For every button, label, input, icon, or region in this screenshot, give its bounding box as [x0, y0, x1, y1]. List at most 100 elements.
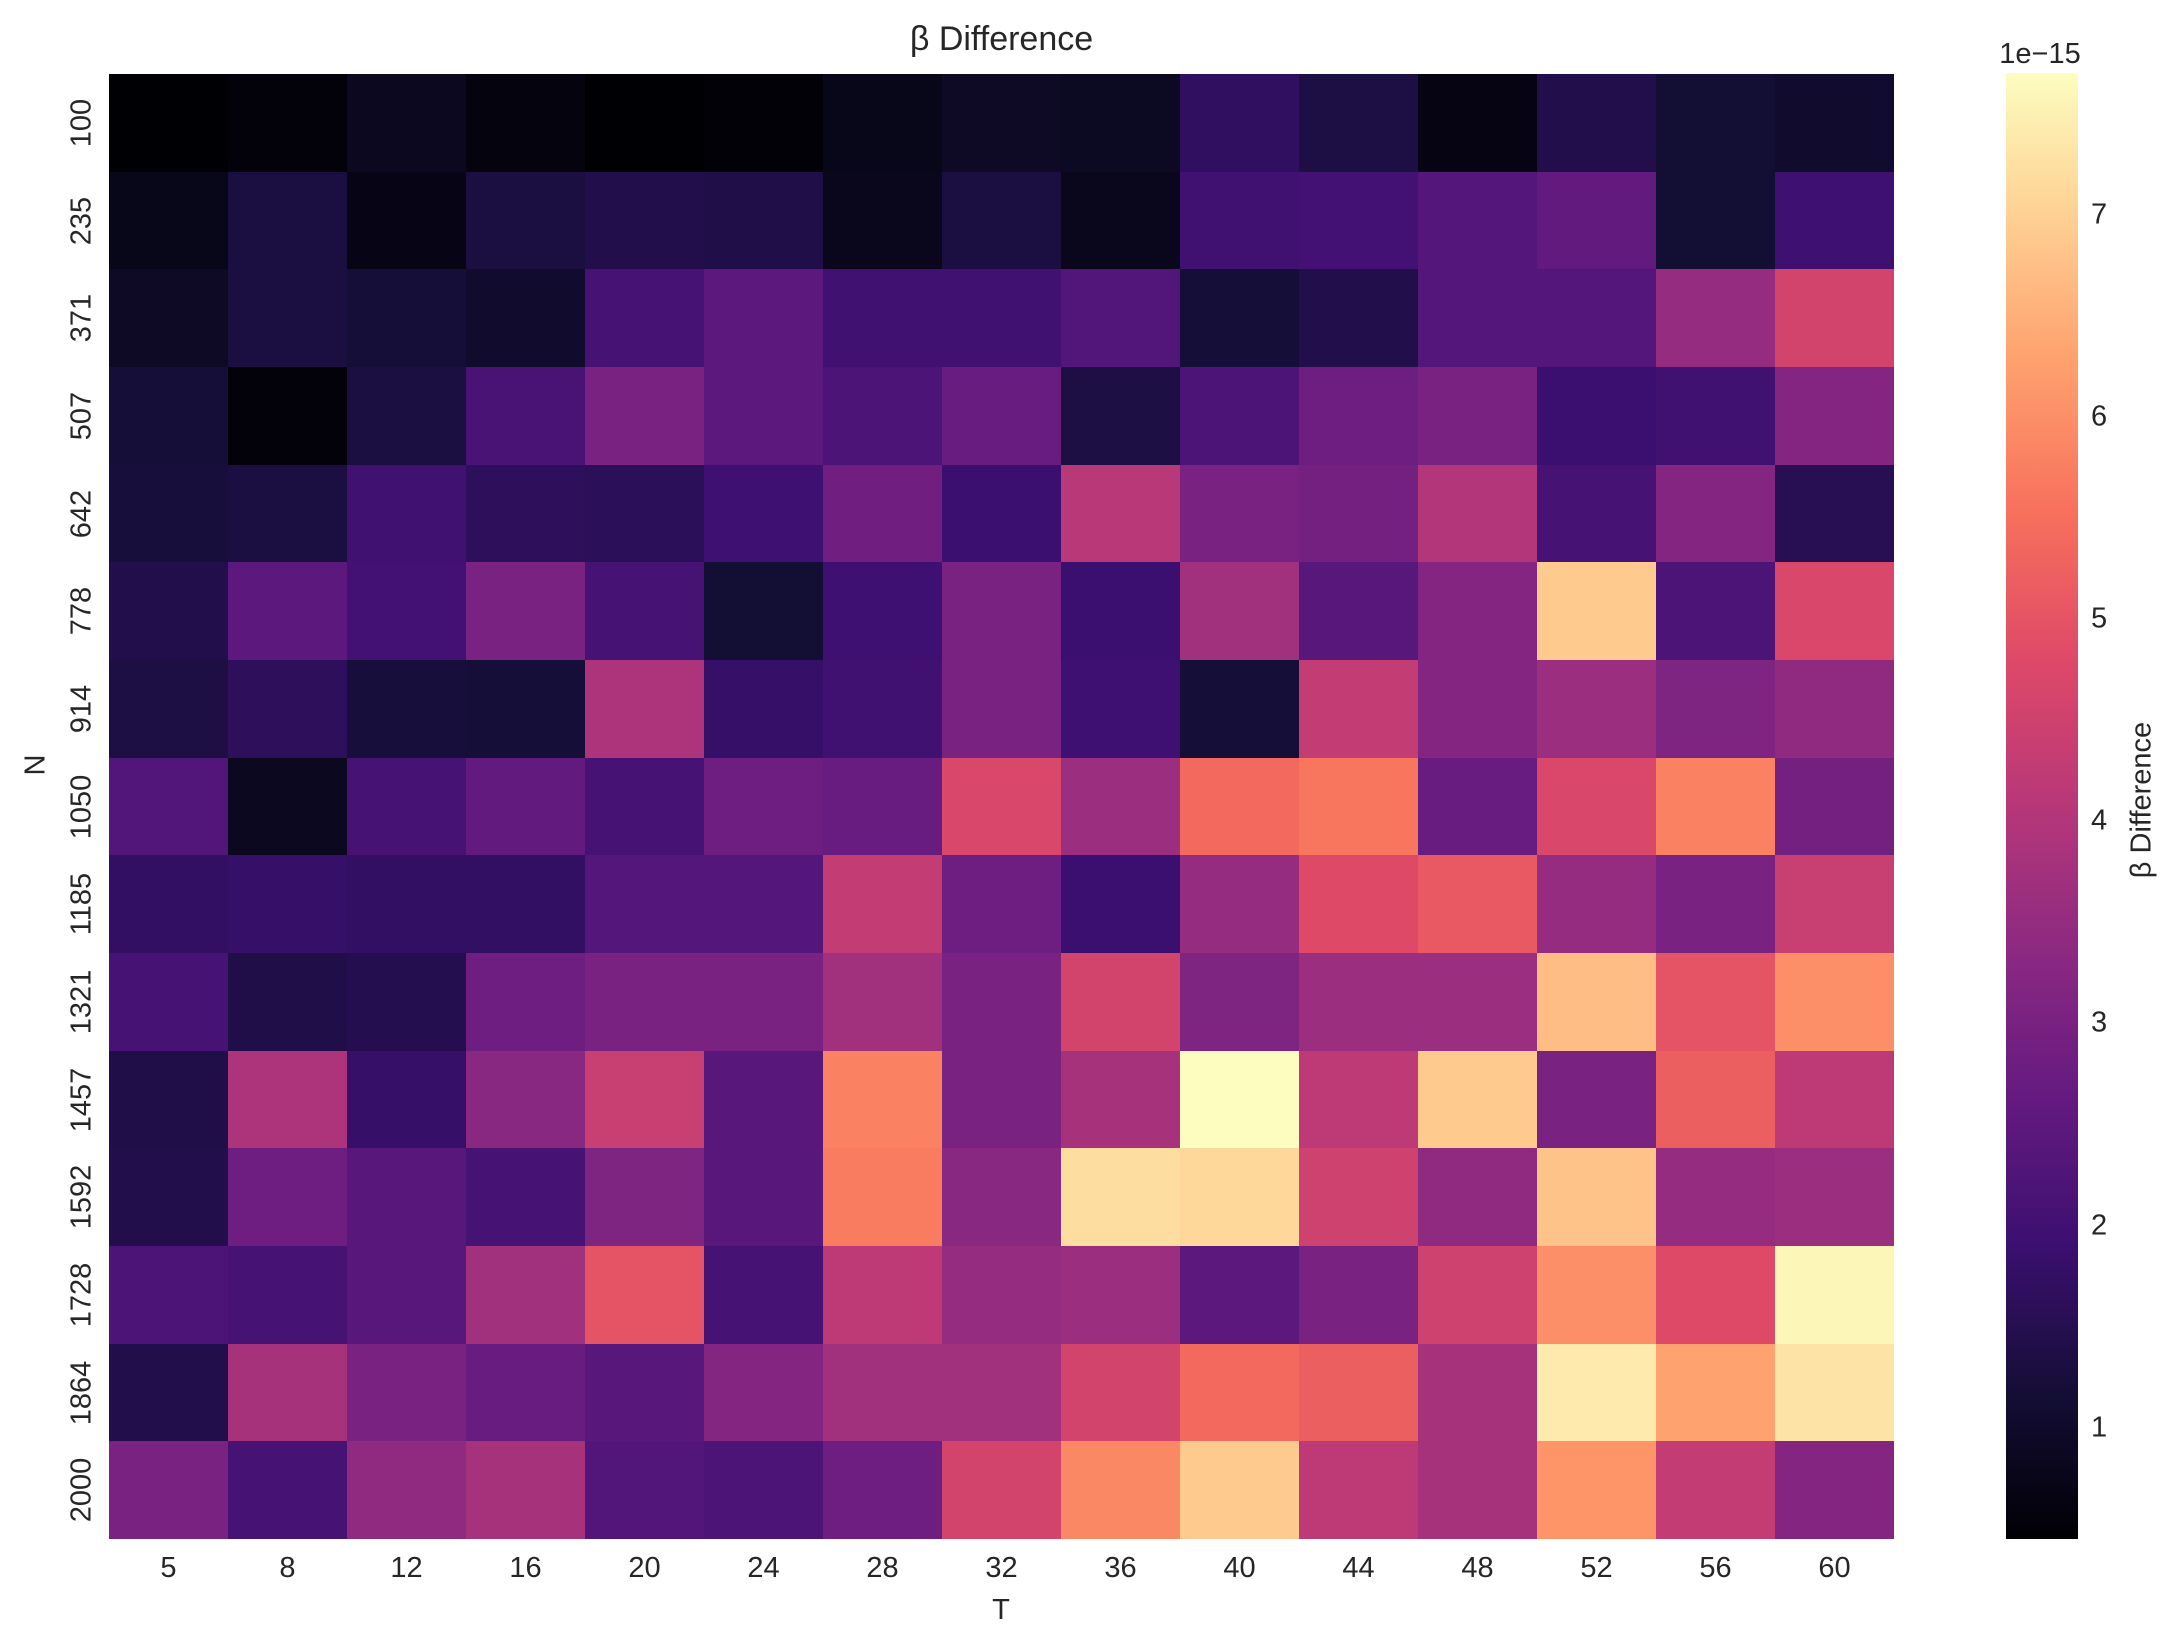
x-tick: 8 [279, 1552, 296, 1584]
heatmap-cell [466, 1245, 585, 1344]
heatmap-cell [704, 464, 823, 563]
x-tick: 44 [1342, 1552, 1375, 1584]
heatmap-cell [1775, 562, 1894, 660]
heatmap-cell [1537, 855, 1656, 953]
heatmap-cell [1299, 464, 1418, 563]
heatmap-cell [704, 1343, 823, 1442]
heatmap-cell [1775, 366, 1894, 465]
x-axis-label: T [992, 1594, 1010, 1626]
heatmap-cell [585, 659, 704, 758]
heatmap-cell [1061, 1050, 1180, 1149]
heatmap-cell [1299, 952, 1418, 1051]
x-tick: 60 [1818, 1552, 1851, 1584]
colorbar-tick: 7 [2091, 198, 2108, 231]
heatmap-cell [942, 659, 1061, 758]
heatmap-cell [1418, 659, 1537, 758]
heatmap-cell [1418, 1050, 1537, 1149]
heatmap-cell [1061, 757, 1180, 856]
heatmap-cell [1537, 1245, 1656, 1344]
heatmap-cell [1299, 659, 1418, 758]
heatmap-cell [1418, 74, 1537, 172]
colorbar-tick: 4 [2091, 804, 2108, 837]
heatmap-cell [823, 464, 942, 563]
heatmap-cell [1418, 855, 1537, 953]
heatmap-cell [1418, 562, 1537, 660]
heatmap-cell [942, 269, 1061, 367]
heatmap-cell [1537, 269, 1656, 367]
heatmap-cell [1299, 1245, 1418, 1344]
heatmap-cell [1061, 1441, 1180, 1539]
heatmap-cell [1656, 1441, 1775, 1539]
heatmap-cell [347, 659, 466, 758]
heatmap-cell [1775, 1245, 1894, 1344]
heatmap-cell [109, 1441, 228, 1539]
heatmap-cell [585, 1050, 704, 1149]
heatmap-cell [109, 269, 228, 367]
heatmap-cell [823, 1441, 942, 1539]
heatmap-cell [1180, 1050, 1299, 1149]
colorbar-tick: 3 [2091, 1006, 2108, 1039]
heatmap-cell [1656, 1245, 1775, 1344]
heatmap-cell [823, 1148, 942, 1246]
heatmap-cell [347, 1343, 466, 1442]
x-tick: 40 [1223, 1552, 1256, 1584]
heatmap-cell [109, 1148, 228, 1246]
x-tick: 48 [1461, 1552, 1494, 1584]
heatmap-cell [823, 659, 942, 758]
heatmap-cell [1180, 659, 1299, 758]
heatmap-cell [585, 464, 704, 563]
x-tick: 24 [747, 1552, 780, 1584]
heatmap-cell [1061, 1343, 1180, 1442]
heatmap-cell [1299, 855, 1418, 953]
heatmap-cell [1656, 562, 1775, 660]
heatmap-cell [1061, 855, 1180, 953]
heatmap-cell [1418, 757, 1537, 856]
heatmap-cell [1299, 562, 1418, 660]
heatmap-cell [228, 1343, 347, 1442]
heatmap-cell [1656, 74, 1775, 172]
heatmap-cell [347, 1050, 466, 1149]
heatmap-cell [1180, 757, 1299, 856]
heatmap-cell [1775, 659, 1894, 758]
heatmap-cell [1180, 1245, 1299, 1344]
heatmap-grid [109, 74, 1894, 1539]
heatmap-cell [585, 562, 704, 660]
heatmap-cell [466, 1343, 585, 1442]
heatmap-cell [823, 171, 942, 270]
colorbar-tick: 5 [2091, 602, 2108, 635]
heatmap-cell [347, 855, 466, 953]
heatmap-cell [109, 757, 228, 856]
heatmap-cell [704, 1050, 823, 1149]
heatmap-cell [228, 952, 347, 1051]
x-tick: 52 [1580, 1552, 1613, 1584]
heatmap-cell [1418, 1441, 1537, 1539]
heatmap-cell [1656, 1343, 1775, 1442]
heatmap-cell [1775, 269, 1894, 367]
heatmap-cell [1656, 855, 1775, 953]
heatmap-cell [109, 659, 228, 758]
heatmap-cell [942, 464, 1061, 563]
heatmap-cell [823, 366, 942, 465]
heatmap-cell [1299, 366, 1418, 465]
heatmap-cell [1418, 366, 1537, 465]
heatmap-cell [1061, 366, 1180, 465]
colorbar-tick: 2 [2091, 1209, 2108, 1242]
heatmap-cell [704, 855, 823, 953]
heatmap-cell [1537, 1148, 1656, 1246]
heatmap-cell [1299, 1148, 1418, 1246]
heatmap-cell [704, 1148, 823, 1246]
heatmap-cell [347, 952, 466, 1051]
heatmap-cell [1656, 659, 1775, 758]
heatmap-cell [1061, 659, 1180, 758]
heatmap-cell [466, 952, 585, 1051]
heatmap-cell [109, 1343, 228, 1442]
heatmap-cell [466, 1148, 585, 1246]
heatmap-cell [1418, 464, 1537, 563]
heatmap-cell [109, 562, 228, 660]
heatmap-cell [585, 269, 704, 367]
heatmap-cell [823, 74, 942, 172]
heatmap-cell [228, 171, 347, 270]
heatmap-cell [1180, 1343, 1299, 1442]
heatmap-cell [1180, 171, 1299, 270]
heatmap-cell [466, 757, 585, 856]
